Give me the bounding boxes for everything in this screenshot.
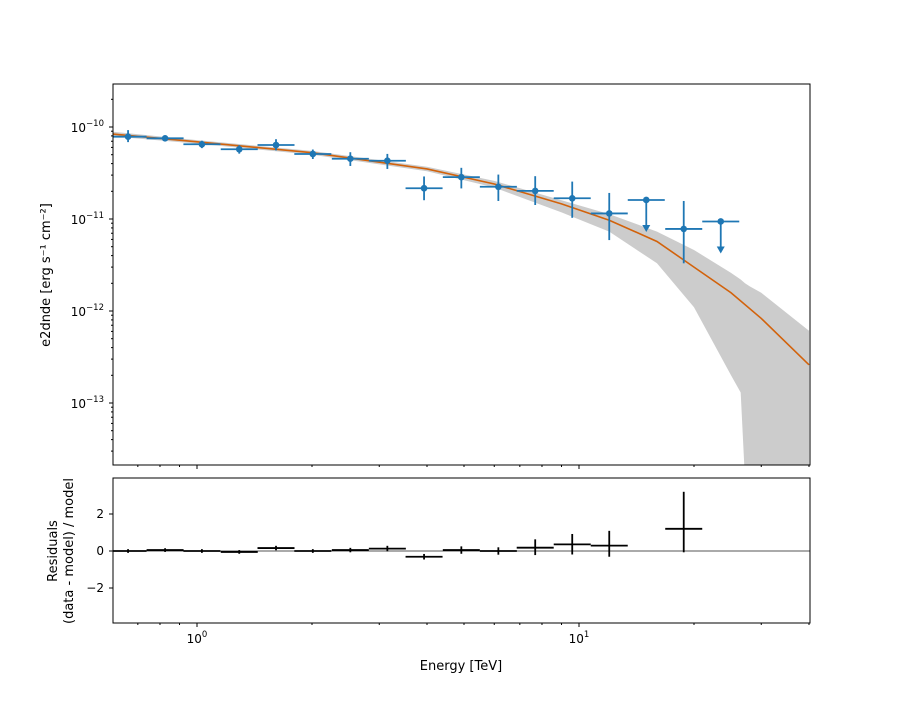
- flux-point-marker: [568, 194, 576, 202]
- residual-y-tick-label: 0: [96, 544, 104, 558]
- flux-point-marker: [495, 183, 502, 191]
- flux-y-axis-label: e2dnde [erg s⁻¹ cm⁻²]: [39, 203, 54, 347]
- residual-point: [294, 549, 332, 553]
- flux-point: [257, 139, 295, 151]
- flux-point-marker: [198, 140, 206, 148]
- y-tick-label: 10−12: [71, 303, 104, 319]
- residual-point: [146, 548, 184, 552]
- flux-point: [590, 192, 628, 241]
- residual-y-tick-label: −2: [86, 581, 104, 595]
- x-tick-label: 101: [569, 630, 590, 646]
- upper-limit-arrow: [716, 246, 725, 254]
- flux-point-marker: [161, 135, 169, 142]
- flux-panel-frame: [112, 83, 811, 466]
- flux-point-marker: [384, 157, 391, 165]
- residual-point: [442, 546, 480, 554]
- residual-point: [516, 539, 554, 556]
- flux-point: [479, 174, 517, 201]
- flux-point: [665, 200, 703, 264]
- flux-point: [183, 140, 221, 149]
- upper-limit-arrow: [642, 224, 651, 232]
- residual-point: [665, 491, 703, 553]
- y-tick-label: 10−13: [71, 395, 104, 411]
- residual-y-tick-label: 2: [96, 507, 104, 521]
- flux-point-marker: [531, 187, 539, 195]
- flux-point-marker: [420, 184, 428, 192]
- residual-point: [368, 545, 406, 552]
- residual-y-axis-label-line2: (data - model) / model: [62, 478, 77, 624]
- residual-point: [590, 530, 628, 557]
- flux-point-marker: [235, 145, 243, 153]
- flux-point-marker: [605, 210, 613, 217]
- flux-point: [405, 176, 443, 201]
- flux-point-marker: [458, 173, 465, 181]
- flux-point: [146, 135, 184, 142]
- residual-point: [257, 545, 295, 551]
- flux-point: [220, 145, 258, 154]
- residual-point: [183, 549, 221, 553]
- flux-point: [553, 181, 591, 218]
- residual-point: [479, 547, 517, 555]
- flux-point: [516, 176, 554, 205]
- flux-point-marker: [272, 141, 280, 149]
- residual-point: [113, 549, 147, 553]
- flux-point: [368, 153, 406, 169]
- flux-upper-limit: [627, 196, 665, 232]
- residual-point: [405, 553, 443, 560]
- flux-point-marker: [680, 225, 688, 233]
- residual-point: [553, 533, 591, 555]
- flux-point: [331, 152, 369, 166]
- y-tick-label: 10−11: [71, 211, 104, 227]
- flux-point: [113, 130, 147, 143]
- flux-point-marker: [717, 218, 725, 225]
- flux-point-marker: [124, 133, 132, 140]
- model-curve: [113, 133, 810, 366]
- flux-point: [442, 167, 480, 189]
- flux-point-marker: [642, 196, 650, 204]
- y-tick-label: 10−10: [71, 119, 104, 135]
- residual-panel: 100 101 −2 0 2 Residuals (data - model) / mo…: [46, 477, 811, 674]
- residual-point: [331, 547, 369, 553]
- x-axis-label: Energy [TeV]: [420, 659, 502, 674]
- residual-y-axis-label-line1: Residuals: [46, 520, 61, 582]
- flux-upper-limit: [702, 218, 740, 254]
- flux-point: [294, 149, 332, 159]
- x-tick-label: 100: [187, 630, 208, 646]
- flux-point-marker: [347, 155, 354, 163]
- flux-panel: 10−10 10−11 10−12 10−13 e2dnde [erg s⁻¹ cm⁻…: [39, 83, 811, 469]
- residual-point: [220, 550, 258, 554]
- flux-point-marker: [309, 150, 317, 158]
